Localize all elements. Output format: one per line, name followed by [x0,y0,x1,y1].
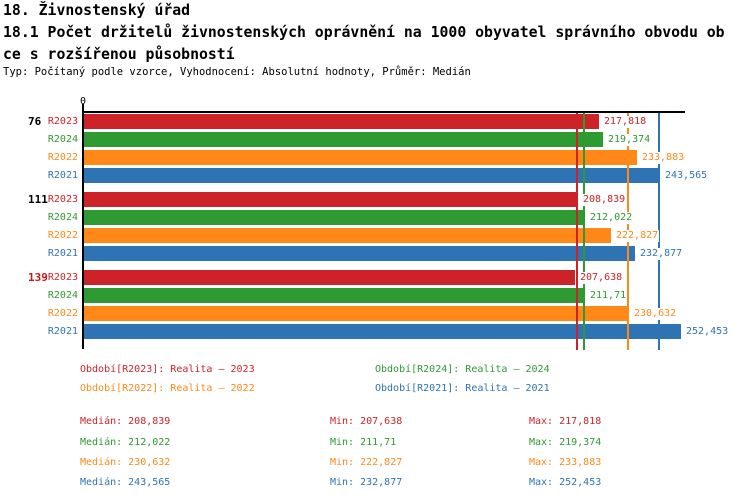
bar-chart: 0 76 R2023 217,818 R2024 219,374 R2022 233,883… [28,96,730,350]
bar-value-label: 243,565 [664,170,709,182]
group-label: 76 [28,115,42,128]
bar-series-label: R2023 [47,116,78,127]
y-axis-line [82,104,84,349]
bar-value-label: 211,71 [589,290,628,302]
bar-r2022 [84,306,629,321]
bar-value-label: 222,827 [615,230,660,242]
stat-min-r2021: Min: 232,877 [330,477,403,488]
x-axis-line [82,111,685,113]
bar-value-label: 212,022 [589,212,634,224]
indicator-title-line2: ce s rozšířenou působností [3,46,235,63]
bar-series-label: R2021 [47,170,78,181]
bar-series-label: R2021 [47,326,78,337]
legend-item-r2022: Období[R2022]: Realita – 2022 [80,383,255,394]
stat-median-r2022: Medián: 230,632 [80,457,171,468]
legend-item-r2023: Období[R2023]: Realita – 2023 [80,364,255,375]
median-line-r2024 [583,113,585,350]
bar-value-label: 219,374 [607,134,652,146]
bar-value-label: 232,877 [639,248,684,260]
bar-r2024 [84,288,585,303]
report-title: 18. Živnostenský úřad [3,2,191,19]
bar-r2023 [84,192,578,207]
bar-r2023 [84,114,599,129]
bar-series-label: R2024 [47,290,78,301]
bar-r2022 [84,228,611,243]
stat-min-r2024: Min: 211,71 [330,437,397,448]
bar-series-label: R2022 [47,152,78,163]
bar-series-label: R2023 [47,272,78,283]
stat-median-r2023: Medián: 208,839 [80,416,171,427]
bar-r2024 [84,132,603,147]
stat-max-r2022: Max: 233,883 [529,457,602,468]
bar-r2021 [84,246,635,261]
stat-max-r2021: Max: 252,453 [529,477,602,488]
stat-max-r2024: Max: 219,374 [529,437,602,448]
legend-item-r2024: Období[R2024]: Realita – 2024 [375,364,550,375]
bar-series-label: R2022 [47,308,78,319]
bar-value-label: 233,883 [641,152,686,164]
bar-series-label: R2021 [47,248,78,259]
legend-item-r2021: Období[R2021]: Realita – 2021 [375,383,550,394]
stat-min-r2022: Min: 222,827 [330,457,403,468]
bar-r2021 [84,324,681,339]
median-line-r2023 [576,113,578,350]
stat-median-r2024: Medián: 212,022 [80,437,171,448]
bar-series-label: R2024 [47,212,78,223]
bar-r2022 [84,150,637,165]
group-label: 139 [28,271,48,284]
bar-r2023 [84,270,575,285]
bar-value-label: 252,453 [685,326,730,338]
bar-value-label: 207,638 [579,272,624,284]
indicator-title-line1: 18.1 Počet držitelů živnostenských opráv… [3,24,725,41]
stat-min-r2023: Min: 207,638 [330,416,403,427]
bar-series-label: R2024 [47,134,78,145]
bar-r2021 [84,168,660,183]
bar-r2024 [84,210,585,225]
stat-median-r2021: Medián: 243,565 [80,477,171,488]
bar-series-label: R2023 [47,194,78,205]
bar-value-label: 217,818 [603,116,648,128]
group-label: 111 [28,193,48,206]
bar-value-label: 208,839 [582,194,627,206]
x-axis-origin-label: 0 [79,96,87,107]
bar-series-label: R2022 [47,230,78,241]
bar-value-label: 230,632 [633,308,678,320]
report-meta: Typ: Počítaný podle vzorce, Vyhodnocení:… [3,66,471,78]
stat-max-r2023: Max: 217,818 [529,416,602,427]
